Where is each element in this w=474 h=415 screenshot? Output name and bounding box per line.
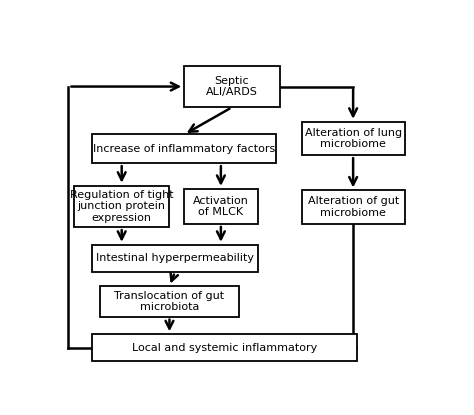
FancyBboxPatch shape xyxy=(184,189,258,224)
FancyBboxPatch shape xyxy=(92,334,357,361)
Text: Septic
ALI/ARDS: Septic ALI/ARDS xyxy=(206,76,258,98)
FancyBboxPatch shape xyxy=(92,134,276,163)
Text: Alteration of lung
microbiome: Alteration of lung microbiome xyxy=(305,128,401,149)
Text: Regulation of tight
junction protein
expression: Regulation of tight junction protein exp… xyxy=(70,190,173,223)
Text: Local and systemic inflammatory: Local and systemic inflammatory xyxy=(132,343,317,353)
Text: Intestinal hyperpermeability: Intestinal hyperpermeability xyxy=(96,253,254,263)
FancyBboxPatch shape xyxy=(184,66,280,107)
FancyBboxPatch shape xyxy=(74,186,169,227)
Text: Alteration of gut
microbiome: Alteration of gut microbiome xyxy=(308,196,399,218)
FancyBboxPatch shape xyxy=(301,190,405,224)
Text: Translocation of gut
microbiota: Translocation of gut microbiota xyxy=(114,290,225,312)
FancyBboxPatch shape xyxy=(92,245,258,272)
FancyBboxPatch shape xyxy=(301,122,405,155)
Text: Activation
of MLCK: Activation of MLCK xyxy=(193,195,249,217)
Text: Increase of inflammatory factors: Increase of inflammatory factors xyxy=(93,144,275,154)
FancyBboxPatch shape xyxy=(100,286,239,317)
